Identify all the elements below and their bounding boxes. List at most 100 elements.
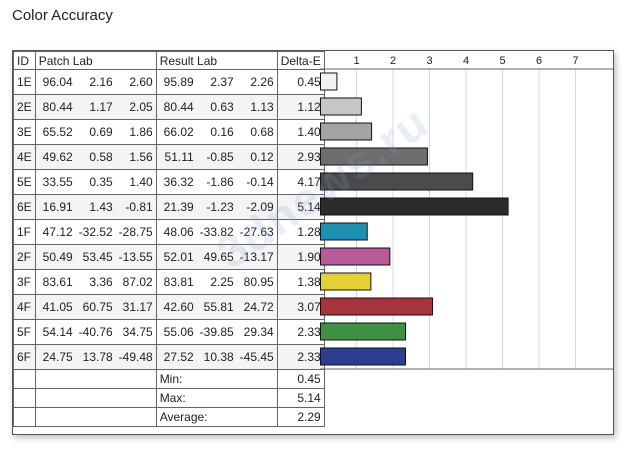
x-tick-label: 7 [572,55,578,67]
lab-a-value: -1.86 [206,175,234,189]
lab-b-value: 34.75 [122,325,153,339]
header-id: ID [13,51,36,70]
lab-l-value: 49.62 [42,150,73,164]
patch-lab-cell: 54.14 -40.76 34.75 [34,319,157,345]
x-tick-label: 2 [390,55,396,67]
lab-b-value: -27.63 [239,225,274,239]
summary-empty [13,388,36,408]
summary-empty [34,388,157,408]
bar-2f [320,247,391,266]
lab-l-value: 95.89 [163,75,194,89]
lab-b-value: 31.17 [122,300,153,314]
header-patch-lab: Patch Lab [34,51,157,70]
delta-e-value: 1.90 [276,244,325,270]
patch-lab-cell: 83.61 3.36 87.02 [34,269,157,295]
lab-a-value: 49.65 [203,250,234,264]
bar-1e [320,72,338,91]
table-row: 6F 24.75 13.78 -49.48 27.52 10.38 -45.45 2.33 [13,344,325,370]
bar-6e [320,197,509,216]
lab-a-value: 3.36 [89,275,113,289]
lab-b-value: 0.12 [250,150,274,164]
lab-b-value: -49.48 [118,350,153,364]
result-lab-cell: 95.89 2.37 2.26 [155,69,278,95]
table-row: 4F 41.05 60.75 31.17 42.60 55.81 24.72 3.07 [13,294,325,320]
result-lab-cell: 21.39 -1.23 -2.09 [155,194,278,220]
summary-empty [13,369,36,389]
delta-e-value: 1.38 [276,269,325,295]
lab-b-value: 87.02 [122,275,153,289]
result-lab-cell: 66.02 0.16 0.68 [155,119,278,145]
delta-e-value: 5.14 [276,194,325,220]
patch-lab-cell: 16.91 1.43 -0.81 [34,194,157,220]
bar-2e [320,97,362,116]
bar-4f [320,297,434,316]
table-row: 3E 65.52 0.69 1.86 66.02 0.16 0.68 1.40 [13,119,325,145]
row-id: 3F [13,269,36,295]
lab-a-value: 0.69 [89,125,113,139]
lab-b-value: 1.56 [129,150,153,164]
bar-1f [320,222,368,241]
lab-b-value: -13.17 [239,250,274,264]
bar-3f [320,272,372,291]
lab-b-value: 2.26 [250,75,274,89]
lab-a-value: 0.63 [210,100,234,114]
table-row: 1E 96.04 2.16 2.60 95.89 2.37 2.26 0.45 [13,69,325,95]
result-lab-cell: 42.60 55.81 24.72 [155,294,278,320]
delta-e-value: 2.33 [276,319,325,345]
row-id: 5F [13,319,36,345]
lab-l-value: 52.01 [163,250,194,264]
lab-b-value: -28.75 [118,225,153,239]
lab-l-value: 24.75 [42,350,73,364]
lab-a-value: 13.78 [82,350,113,364]
x-tick-label: 4 [463,55,469,67]
lab-l-value: 36.32 [163,175,194,189]
lab-l-value: 96.04 [42,75,73,89]
delta-e-value: 3.07 [276,294,325,320]
lab-b-value: 0.68 [250,125,274,139]
row-id: 4F [13,294,36,320]
page-title: Color Accuracy [12,7,113,24]
lab-l-value: 42.60 [163,300,194,314]
lab-b-value: -0.14 [246,175,274,189]
lab-b-value: 24.72 [243,300,274,314]
lab-b-value: -2.09 [246,200,274,214]
delta-e-value: 0.45 [276,69,325,95]
summary-value: 2.29 [276,407,325,427]
lab-b-value: 2.05 [129,100,153,114]
row-id: 6F [13,344,36,370]
x-tick-label: 6 [536,55,542,67]
lab-b-value: 80.95 [243,275,274,289]
lab-l-value: 47.12 [42,225,73,239]
lab-b-value: -45.45 [239,350,274,364]
lab-b-value: -13.55 [118,250,153,264]
bar-5f [320,322,407,341]
row-id: 5E [13,169,36,195]
lab-a-value: -33.82 [199,225,234,239]
lab-l-value: 48.06 [163,225,194,239]
lab-a-value: 0.16 [210,125,234,139]
delta-e-value: 1.40 [276,119,325,145]
result-lab-cell: 52.01 49.65 -13.17 [155,244,278,270]
lab-a-value: 0.35 [89,175,113,189]
header-result-lab: Result Lab [155,51,278,70]
summary-row: Min: 0.45 [13,369,325,389]
lab-l-value: 21.39 [163,200,194,214]
lab-a-value: -1.23 [206,200,234,214]
patch-lab-cell: 41.05 60.75 31.17 [34,294,157,320]
row-id: 1F [13,219,36,245]
summary-empty [13,407,36,427]
lab-a-value: 2.25 [210,275,234,289]
bar-4e [320,147,428,166]
lab-a-value: 55.81 [203,300,234,314]
table-row: 3F 83.61 3.36 87.02 83.81 2.25 80.95 1.38 [13,269,325,295]
row-id: 2F [13,244,36,270]
summary-empty [34,407,157,427]
summary-row: Average: 2.29 [13,407,325,427]
patch-lab-cell: 33.55 0.35 1.40 [34,169,157,195]
lab-a-value: 1.17 [89,100,113,114]
lab-a-value: -39.85 [199,325,234,339]
delta-e-value: 4.17 [276,169,325,195]
lab-l-value: 83.81 [163,275,194,289]
summary-value: 5.14 [276,388,325,408]
lab-b-value: 1.40 [129,175,153,189]
